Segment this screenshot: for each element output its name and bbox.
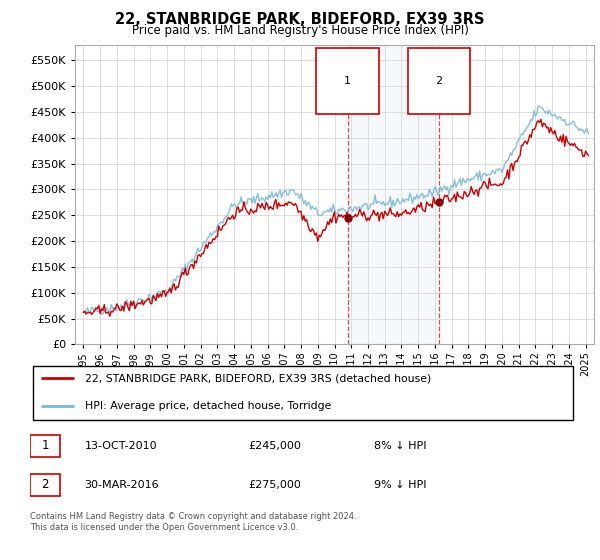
Text: 13-OCT-2010: 13-OCT-2010 (85, 441, 157, 451)
Bar (348, 45, 439, 344)
FancyBboxPatch shape (30, 474, 60, 496)
Text: Contains HM Land Registry data © Crown copyright and database right 2024.
This d: Contains HM Land Registry data © Crown c… (30, 512, 356, 532)
Text: £275,000: £275,000 (248, 480, 301, 490)
Text: 30-MAR-2016: 30-MAR-2016 (85, 480, 159, 490)
FancyBboxPatch shape (30, 435, 60, 456)
Text: 22, STANBRIDGE PARK, BIDEFORD, EX39 3RS (detached house): 22, STANBRIDGE PARK, BIDEFORD, EX39 3RS … (85, 373, 431, 383)
Text: 22, STANBRIDGE PARK, BIDEFORD, EX39 3RS: 22, STANBRIDGE PARK, BIDEFORD, EX39 3RS (115, 12, 485, 27)
Text: 8% ↓ HPI: 8% ↓ HPI (374, 441, 427, 451)
Text: 1: 1 (344, 76, 351, 86)
Text: HPI: Average price, detached house, Torridge: HPI: Average price, detached house, Torr… (85, 402, 331, 412)
Text: 9% ↓ HPI: 9% ↓ HPI (374, 480, 427, 490)
FancyBboxPatch shape (33, 366, 573, 421)
Text: £245,000: £245,000 (248, 441, 301, 451)
Text: 2: 2 (41, 478, 49, 491)
Text: 1: 1 (41, 439, 49, 452)
Text: Price paid vs. HM Land Registry's House Price Index (HPI): Price paid vs. HM Land Registry's House … (131, 24, 469, 36)
Text: 2: 2 (436, 76, 443, 86)
